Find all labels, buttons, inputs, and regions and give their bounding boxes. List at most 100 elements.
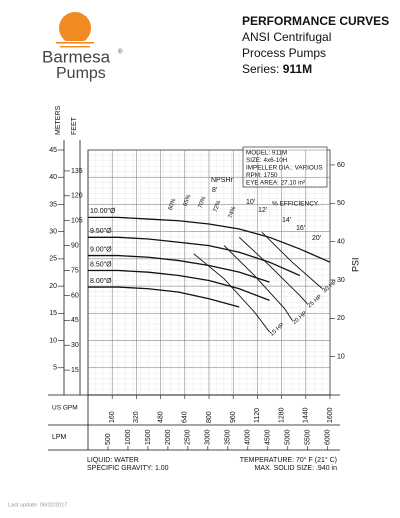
y-tick-label: 15	[71, 367, 79, 374]
head-curve	[88, 216, 331, 263]
series-line: Series: 911M	[242, 62, 312, 76]
y-tick-label: 90	[71, 242, 79, 249]
y2-tick-label: 20	[49, 283, 57, 290]
subtitle: Process Pumps	[242, 46, 326, 60]
y-tick-label: 60	[71, 292, 79, 299]
y2-tick-label: 10	[49, 337, 57, 344]
info-line: RPM: 1750	[246, 172, 278, 179]
condition: LIQUID: WATER	[87, 457, 139, 464]
y3-tick-label: 40	[337, 238, 345, 245]
curve-label: 8.00"Ø	[90, 278, 112, 285]
npsh-label: 16'	[296, 225, 305, 232]
x2-tick-label: 1000	[125, 429, 132, 445]
npsh-label: 14'	[282, 217, 291, 224]
y2-axis-label: METERS	[55, 106, 62, 136]
hp-curve	[223, 245, 293, 321]
series: 911M	[283, 62, 312, 76]
y-tick-label: 120	[71, 193, 83, 200]
curve-label: 9.00"Ø	[90, 246, 112, 253]
hp-curve	[261, 232, 323, 290]
y-tick-label: 105	[71, 218, 83, 225]
x2-tick-label: 2000	[165, 429, 172, 445]
brand: Barmesa	[42, 47, 111, 66]
footer: Last update: 06/02/2017	[8, 502, 67, 508]
brand-sub: Pumps	[56, 65, 106, 82]
x2-tick-label: 2500	[185, 429, 192, 445]
y2-tick-label: 5	[53, 365, 57, 372]
x-axis-label: US GPM	[52, 405, 78, 412]
info-line: IMPELLER DIA.: VARIOUS	[246, 165, 323, 172]
info-line: EYE AREA: 27.10 in²	[246, 180, 305, 187]
npsh-label: 8'	[212, 187, 217, 194]
y2-tick-label: 15	[49, 310, 57, 317]
registered: ®	[118, 49, 123, 56]
x2-tick-label: 3000	[205, 429, 212, 445]
condition: MAX. SOLID SIZE: .940 in	[255, 465, 338, 472]
x2-tick-label: 3500	[225, 429, 232, 445]
y-tick-label: 30	[71, 342, 79, 349]
x2-tick-label: 6000	[325, 429, 332, 445]
npsh-label: 10'	[246, 199, 255, 206]
efficiency-label: 60%	[168, 197, 178, 211]
x2-tick-label: 4500	[265, 429, 272, 445]
x-tick-label: 160	[109, 411, 116, 423]
y-tick-label: 45	[71, 317, 79, 324]
head-curve	[88, 269, 270, 301]
y2-tick-label: 25	[49, 256, 57, 263]
info-line: MODEL: 911M	[246, 150, 287, 157]
info-line: SIZE: 4x6-10H	[246, 157, 288, 164]
npsh-label: 12'	[258, 207, 267, 214]
x2-tick-label: 4000	[245, 429, 252, 445]
y3-tick-label: 50	[337, 200, 345, 207]
x-tick-label: 320	[133, 411, 140, 423]
npsh-label: 20'	[312, 235, 321, 242]
curve-label: 10.00"Ø	[90, 208, 116, 215]
y2-tick-label: 30	[49, 229, 57, 236]
y3-tick-label: 60	[337, 162, 345, 169]
npsh-title: NPSHr	[211, 177, 233, 184]
series-label: Series:	[242, 62, 279, 76]
head-curve	[88, 254, 270, 283]
condition: SPECIFIC GRAVITY: 1.00	[87, 465, 169, 472]
y2-tick-label: 45	[49, 147, 57, 154]
y3-tick-label: 10	[337, 354, 345, 361]
head-curve	[88, 286, 240, 308]
x2-tick-label: 5000	[285, 429, 292, 445]
x-tick-label: 480	[157, 411, 164, 423]
x-tick-label: 1600	[327, 407, 334, 423]
hp-curve	[238, 236, 308, 305]
hp-curve	[193, 253, 270, 333]
x-tick-label: 1280	[278, 407, 285, 423]
condition: TEMPERATURE: 70° F (21° C)	[240, 456, 337, 464]
y-tick-label: 75	[71, 267, 79, 274]
efficiency-label: 65%	[183, 193, 193, 207]
curve-label: 8.50"Ø	[90, 261, 112, 268]
x-tick-label: 640	[182, 411, 189, 423]
curve-label: 9.50"Ø	[90, 228, 112, 235]
x2-tick-label: 5500	[305, 429, 312, 445]
x2-axis-label: LPM	[52, 434, 67, 441]
x2-tick-label: 500	[105, 433, 112, 445]
y-tick-label: 135	[71, 168, 83, 175]
y3-tick-label: 20	[337, 315, 345, 322]
y2-tick-label: 35	[49, 201, 57, 208]
efficiency-label: 70%	[198, 195, 208, 209]
info-box	[242, 146, 328, 188]
y2-tick-label: 40	[49, 174, 57, 181]
efficiency-label: 74%	[228, 205, 238, 219]
x2-tick-label: 1500	[145, 429, 152, 445]
y3-tick-label: 30	[337, 277, 345, 284]
x-tick-label: 1440	[303, 407, 310, 423]
logo: Barmesa ® Pumps	[42, 12, 123, 82]
y3-axis-label: PSI	[350, 257, 360, 272]
subtitle: ANSI Centrifugal	[242, 30, 331, 44]
x-tick-label: 1120	[254, 408, 261, 423]
y-axis-label: FEET	[71, 116, 78, 135]
efficiency-label: 72%	[213, 199, 223, 213]
x-tick-label: 960	[230, 411, 237, 423]
efficiency-title: % EFFICIENCY	[272, 201, 319, 208]
title: PERFORMANCE CURVES	[242, 14, 389, 28]
x-tick-label: 800	[206, 411, 213, 423]
